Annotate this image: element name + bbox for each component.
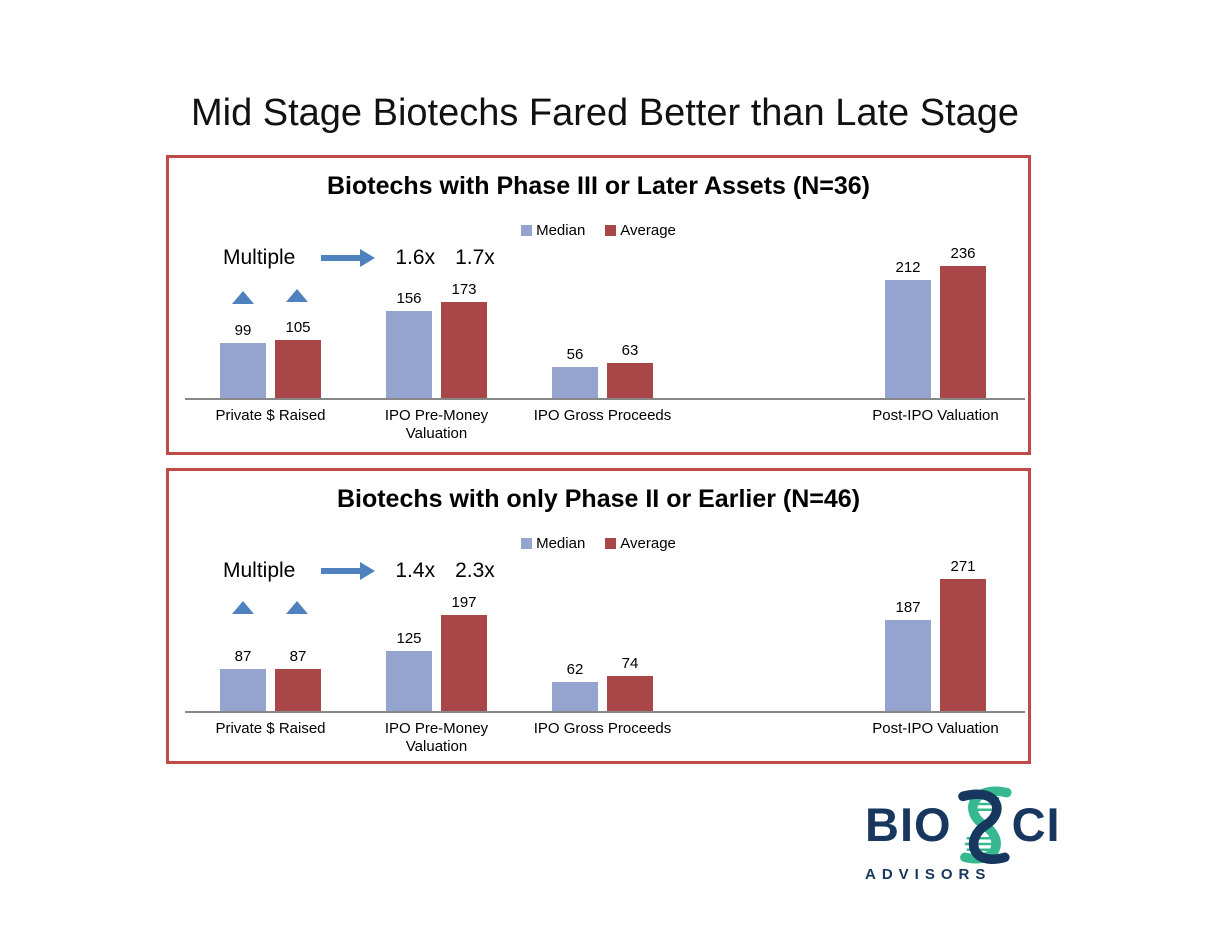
logo-word-start: BIO — [865, 797, 952, 851]
page-title: Mid Stage Biotechs Fared Better than Lat… — [190, 92, 1020, 134]
bar-median-3 — [552, 367, 598, 399]
bar-average-2 — [441, 302, 487, 399]
bar-value-label: 74 — [621, 655, 639, 672]
bar-median-2 — [386, 311, 432, 399]
multiple-annotation: Multiple 1.6x 1.7x — [223, 244, 495, 272]
x-axis-line — [185, 398, 1025, 400]
bar-value-label: 156 — [396, 290, 422, 307]
multiple-value-median: 1.4x — [395, 559, 436, 582]
bar-average-2 — [441, 615, 487, 712]
bar-average-1 — [275, 669, 321, 712]
bar-value-label: 87 — [289, 648, 307, 665]
bars-layer: 87 87 125 197 62 74 187 271 — [169, 471, 1028, 712]
category-label: Private $ Raised — [215, 407, 326, 424]
chart-box-phase2: Biotechs with only Phase II or Earlier (… — [166, 468, 1031, 764]
category-label: IPO Pre-Money Valuation — [384, 407, 489, 442]
legend-label-average: Average — [620, 535, 676, 552]
bar-value-label: 212 — [895, 259, 921, 276]
bar-median-2 — [386, 651, 432, 712]
x-axis-line — [185, 711, 1025, 713]
multiple-value-average: 2.3x — [455, 559, 495, 582]
legend-item-average: Average — [605, 535, 676, 552]
bar-value-label: 125 — [396, 630, 422, 647]
average-swatch-icon — [605, 538, 617, 549]
plot-area: 99 105 156 173 56 63 212 236 Private $ Raised IP… — [169, 158, 1028, 452]
bar-average-3 — [607, 363, 653, 399]
bar-median-3 — [552, 682, 598, 712]
plot-area: 87 87 125 197 62 74 187 271 Private $ Raised IPO… — [169, 471, 1028, 761]
bars-layer: 99 105 156 173 56 63 212 236 — [169, 158, 1028, 399]
chart-title: Biotechs with Phase III or Later Assets … — [327, 172, 870, 200]
legend-item-average: Average — [605, 222, 676, 239]
multiple-label: Multiple — [223, 246, 296, 269]
bar-average-4 — [940, 266, 986, 399]
logo-word-end: CI — [1011, 797, 1061, 851]
bar-average-4 — [940, 579, 986, 712]
bar-value-label: 197 — [451, 594, 477, 611]
category-label: Post-IPO Valuation — [872, 720, 999, 737]
bar-value-label: 56 — [566, 346, 584, 363]
bar-value-label: 187 — [895, 599, 921, 616]
legend-label-median: Median — [536, 222, 586, 239]
logo-subtitle: ADVISORS — [865, 866, 992, 883]
biosci-advisors-logo: BIO CI ADVISORS — [865, 784, 1061, 883]
category-label: IPO Gross Proceeds — [533, 720, 672, 737]
median-swatch-icon — [521, 225, 533, 236]
bar-average-1 — [275, 340, 321, 399]
bar-value-label: 173 — [451, 281, 477, 298]
bar-value-label: 271 — [950, 558, 976, 575]
dna-helix-icon — [957, 786, 1012, 864]
bar-value-label: 87 — [234, 648, 252, 665]
legend-label-median: Median — [536, 535, 586, 552]
right-arrow-icon — [321, 249, 376, 267]
chart-box-phase3: Biotechs with Phase III or Later Assets … — [166, 155, 1031, 455]
chart-title: Biotechs with only Phase II or Earlier (… — [336, 485, 861, 513]
legend-label-average: Average — [620, 222, 676, 239]
legend-item-median: Median — [521, 535, 585, 552]
category-label: Private $ Raised — [215, 720, 326, 737]
category-label: Post-IPO Valuation — [872, 407, 999, 424]
right-arrow-icon — [321, 562, 376, 580]
bar-median-4 — [885, 280, 931, 399]
legend: Median Average — [169, 535, 1028, 552]
category-label: IPO Pre-Money Valuation — [384, 720, 489, 755]
bar-value-label: 105 — [285, 319, 311, 336]
multiple-annotation: Multiple 1.4x 2.3x — [223, 557, 495, 585]
median-swatch-icon — [521, 538, 533, 549]
category-label: IPO Gross Proceeds — [533, 407, 672, 424]
multiple-label: Multiple — [223, 559, 296, 582]
logo-wordmark: BIO CI — [865, 784, 1061, 864]
bar-average-3 — [607, 676, 653, 712]
bar-value-label: 62 — [566, 661, 584, 678]
bar-value-label: 63 — [621, 342, 639, 359]
multiple-value-average: 1.7x — [455, 246, 495, 269]
bar-value-label: 236 — [950, 245, 976, 262]
multiple-value-median: 1.6x — [395, 246, 436, 269]
average-swatch-icon — [605, 225, 617, 236]
legend: Median Average — [169, 222, 1028, 239]
bar-median-4 — [885, 620, 931, 712]
legend-item-median: Median — [521, 222, 585, 239]
bar-value-label: 99 — [234, 322, 252, 339]
bar-median-1 — [220, 669, 266, 712]
bar-median-1 — [220, 343, 266, 399]
